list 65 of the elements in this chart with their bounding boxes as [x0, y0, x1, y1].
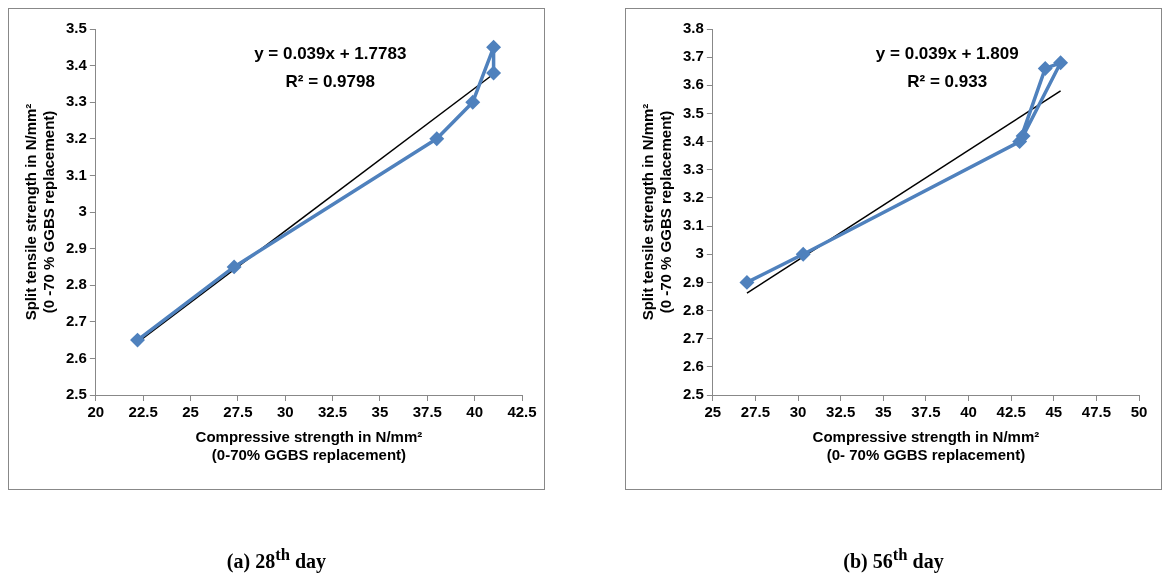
- y-axis-title: Split tensile strength in N/mm² (0 -70 % GGBS replacement): [22, 103, 58, 321]
- x-tick-label: 22.5: [128, 403, 158, 421]
- x-tick-label: 30: [789, 403, 807, 421]
- x-tick-label: 25: [704, 403, 722, 421]
- point: [796, 247, 810, 261]
- point: [740, 275, 754, 290]
- x-tick-label: 40: [960, 403, 977, 421]
- y-tick-label: 2.5: [65, 385, 87, 403]
- x-tick-label: 27.5: [740, 403, 771, 421]
- x-tick-label: 50: [1130, 403, 1148, 421]
- x-tick-label: 45: [1045, 403, 1063, 421]
- x-tick-label: 30: [276, 403, 294, 421]
- point: [1038, 61, 1052, 76]
- y-tick-label: 2.7: [65, 311, 87, 329]
- y-tick-label: 3.5: [682, 103, 704, 121]
- text: (b) 56$^{th}$ day: [842, 545, 945, 573]
- y-tick-label: 3.5: [65, 19, 87, 37]
- x-tick-label: 32.5: [826, 403, 856, 421]
- x-tick-label: 47.5: [1081, 403, 1111, 421]
- y-tick-label: 2.9: [65, 238, 87, 256]
- annotation: y = 0.039x + 1.7783 R² = 0.9798: [254, 44, 407, 91]
- y-axis-title: Split tensile strength in N/mm² (0 -70 % GGBS replacement): [639, 103, 675, 321]
- y-tick-label: 3: [78, 202, 87, 220]
- x-tick-label: 42.5: [507, 403, 537, 421]
- x-tick-label: 35: [874, 403, 892, 421]
- y-tick-label: 3.2: [682, 188, 704, 206]
- x-axis-title: Compressive strength in N/mm² (0-70% GGBS replacement): [195, 428, 423, 464]
- y-tick-label: 2.5: [682, 385, 704, 403]
- y-tick-label: 3.8: [682, 19, 704, 37]
- text: (a) 28$^{th}$ day: [225, 545, 328, 573]
- x-tick-label: 35: [371, 403, 389, 421]
- y-tick-label: 2.8: [682, 300, 704, 318]
- x-axis-title: Compressive strength in N/mm² (0- 70% GGBS replacement): [812, 428, 1040, 464]
- point: [130, 333, 145, 347]
- point: [486, 40, 501, 55]
- x-tick-label: 40: [466, 403, 483, 421]
- y-tick-label: 2.6: [682, 356, 704, 374]
- annotation: y = 0.039x + 1.809 R² = 0.933: [875, 44, 1019, 91]
- point: [1016, 129, 1030, 143]
- y-tick-label: 2.6: [65, 348, 87, 366]
- y-tick-label: 3.4: [682, 131, 705, 149]
- point: [1053, 56, 1068, 70]
- y-tick-label: 3.4: [65, 55, 88, 73]
- x-tick-label: 20: [87, 403, 105, 421]
- y-tick-label: 3.1: [65, 165, 87, 183]
- x-tick-label: 27.5: [223, 403, 253, 421]
- y-tick-label: 3: [695, 244, 704, 262]
- y-tick-label: 3.7: [682, 47, 704, 65]
- x-tick-label: 37.5: [911, 403, 941, 421]
- point: [466, 95, 480, 109]
- point: [430, 132, 444, 146]
- y-tick-label: 3.3: [682, 159, 704, 177]
- x-tick-label: 25: [182, 403, 199, 421]
- y-tick-label: 2.9: [682, 272, 704, 290]
- y-tick-label: 3.1: [682, 216, 704, 234]
- x-tick-label: 32.5: [318, 403, 348, 421]
- y-tick-label: 2.7: [682, 328, 704, 346]
- x-tick-label: 37.5: [412, 403, 442, 421]
- y-tick-label: 2.8: [65, 275, 87, 293]
- y-tick-label: 3.3: [65, 92, 87, 110]
- y-tick-label: 3.6: [682, 75, 704, 93]
- x-tick-label: 42.5: [996, 403, 1026, 421]
- point: [227, 260, 241, 274]
- y-tick-label: 3.2: [65, 128, 87, 146]
- point: [486, 66, 501, 80]
